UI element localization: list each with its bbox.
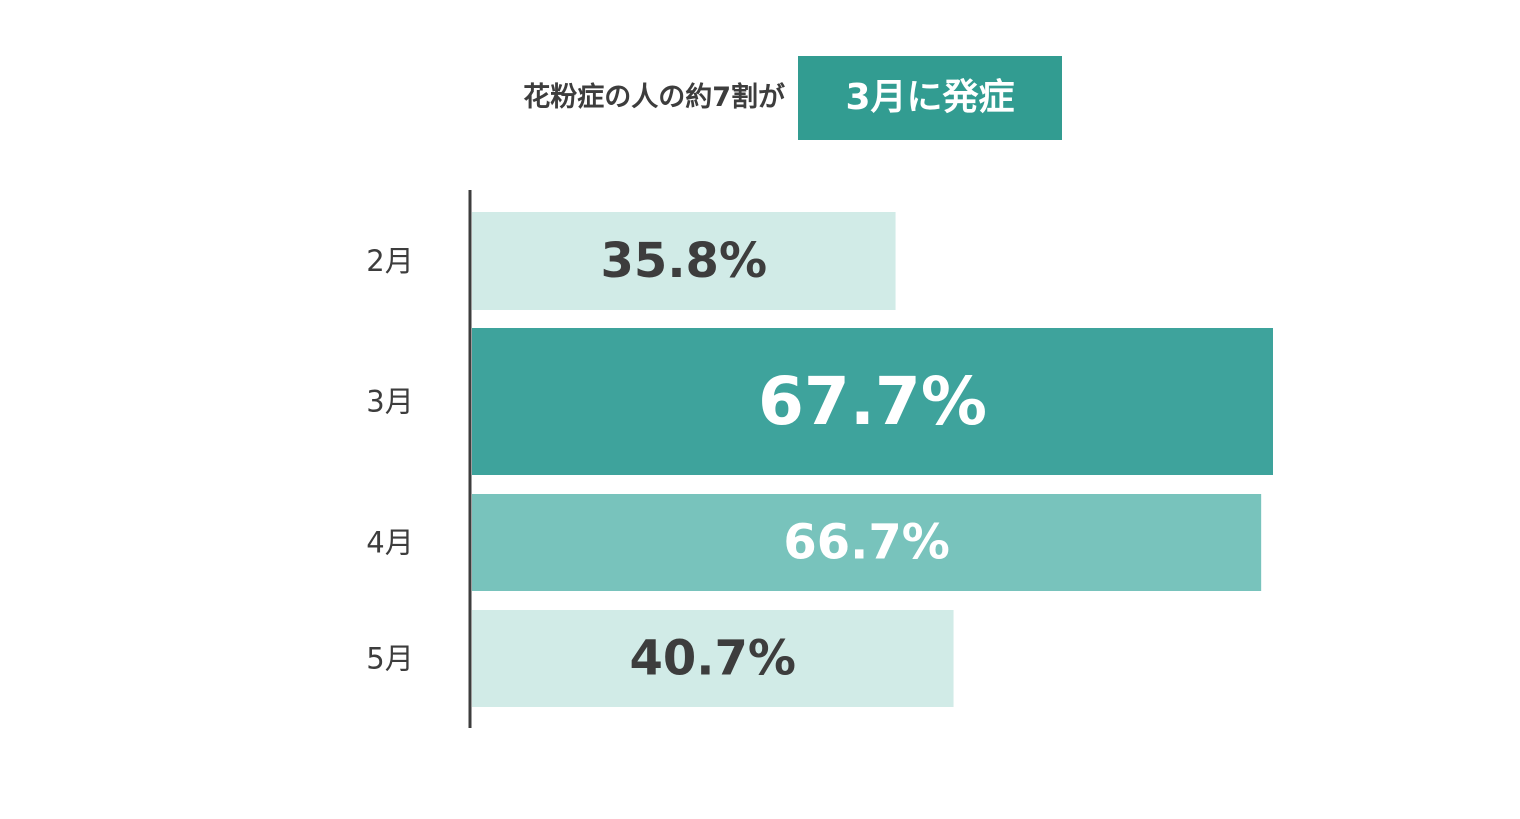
bar-2月 bbox=[472, 212, 896, 310]
bar-3月 bbox=[472, 328, 1273, 475]
category-label-4月: 4月 bbox=[366, 526, 413, 560]
headline-text: 花粉症の人の約7割が bbox=[523, 82, 785, 113]
data-label-4月: 66.7% bbox=[783, 515, 950, 571]
category-label-5月: 5月 bbox=[366, 642, 413, 676]
bar-5月 bbox=[472, 610, 954, 707]
data-label-2月: 35.8% bbox=[601, 233, 768, 289]
headline-badge: 3月に発症 bbox=[798, 56, 1062, 140]
category-label-2月: 2月 bbox=[366, 244, 413, 278]
chart-headline: 花粉症の人の約7割が 3月に発症 bbox=[0, 56, 1520, 140]
data-label-3月: 67.7% bbox=[758, 363, 987, 440]
data-label-5月: 40.7% bbox=[630, 631, 797, 687]
category-label-3月: 3月 bbox=[366, 385, 413, 419]
bar-4月 bbox=[472, 494, 1262, 591]
